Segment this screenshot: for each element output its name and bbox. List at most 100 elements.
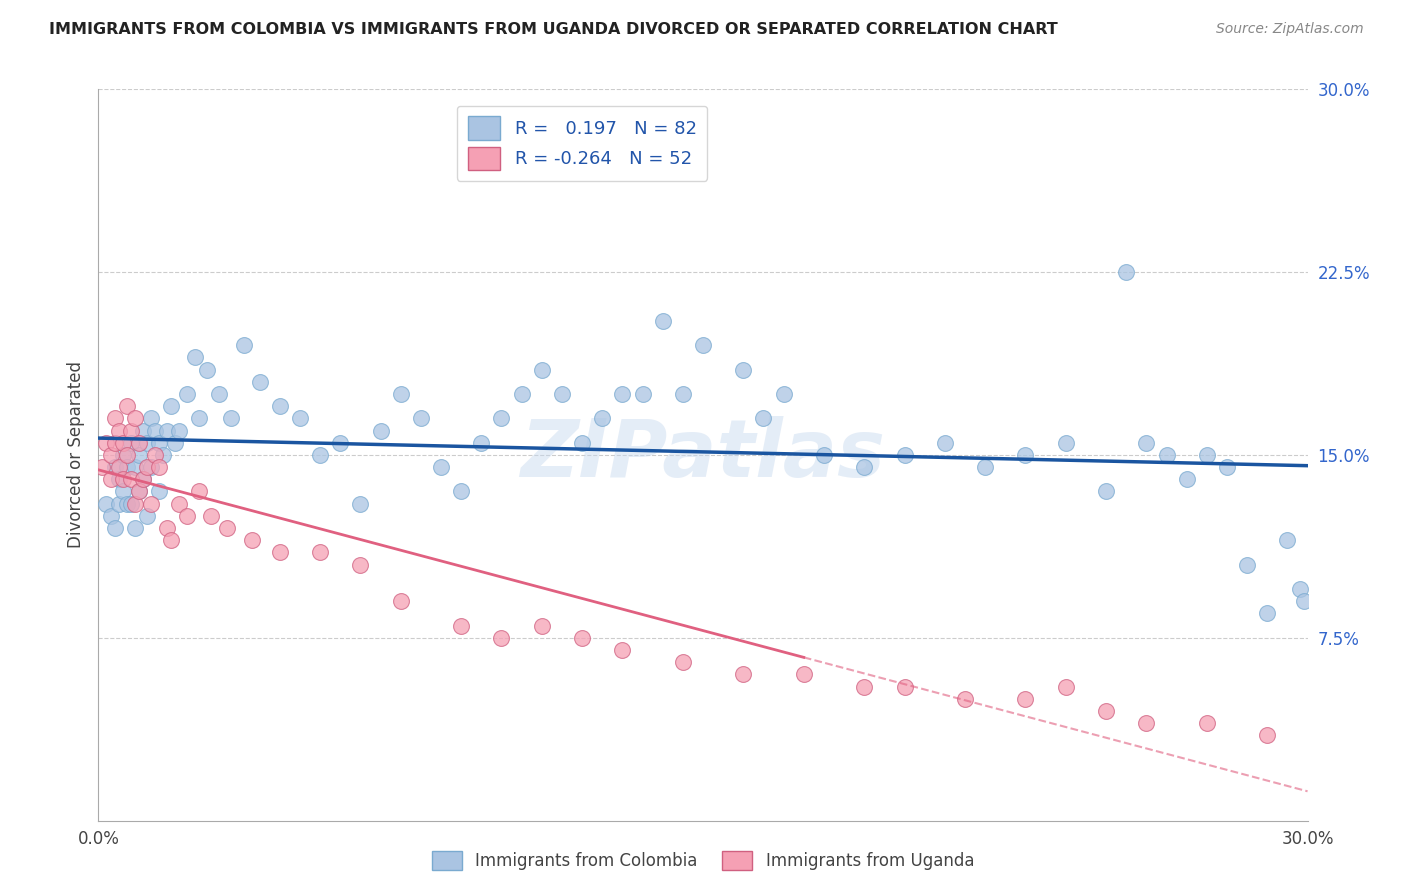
Y-axis label: Divorced or Separated: Divorced or Separated — [66, 361, 84, 549]
Point — [430, 460, 453, 475]
Point — [1115, 265, 1137, 279]
Point — [103, 460, 125, 475]
Point — [115, 460, 138, 475]
Point — [100, 472, 122, 486]
Point — [733, 667, 755, 681]
Point — [349, 497, 371, 511]
Point — [813, 448, 835, 462]
Point — [491, 631, 513, 645]
Point — [167, 497, 190, 511]
Point — [450, 618, 472, 632]
Point — [672, 655, 695, 669]
Point — [115, 399, 138, 413]
Point — [139, 497, 162, 511]
Legend: R =   0.197   N = 82, R = -0.264   N = 52: R = 0.197 N = 82, R = -0.264 N = 52 — [457, 105, 707, 181]
Point — [184, 351, 207, 365]
Point — [111, 448, 134, 462]
Point — [176, 508, 198, 523]
Point — [1054, 435, 1077, 450]
Text: ZIPatlas: ZIPatlas — [520, 416, 886, 494]
Point — [120, 424, 142, 438]
Point — [115, 448, 138, 462]
Point — [139, 411, 162, 425]
Point — [124, 460, 146, 475]
Point — [510, 387, 533, 401]
Point — [91, 460, 114, 475]
Text: IMMIGRANTS FROM COLOMBIA VS IMMIGRANTS FROM UGANDA DIVORCED OR SEPARATED CORRELA: IMMIGRANTS FROM COLOMBIA VS IMMIGRANTS F… — [49, 22, 1057, 37]
Point — [309, 545, 332, 559]
Point — [107, 497, 129, 511]
Point — [450, 484, 472, 499]
Point — [389, 387, 412, 401]
Point — [221, 411, 243, 425]
Point — [1195, 448, 1218, 462]
Point — [139, 460, 162, 475]
Point — [103, 521, 125, 535]
Point — [893, 680, 915, 694]
Point — [612, 387, 634, 401]
Point — [772, 387, 794, 401]
Point — [934, 435, 956, 450]
Point — [120, 497, 142, 511]
Point — [195, 362, 218, 376]
Point — [148, 484, 170, 499]
Point — [269, 545, 291, 559]
Point — [1277, 533, 1299, 548]
Point — [370, 424, 392, 438]
Point — [96, 497, 118, 511]
Point — [135, 460, 157, 475]
Point — [103, 411, 125, 425]
Point — [152, 448, 174, 462]
Point — [1256, 728, 1278, 742]
Point — [1095, 704, 1118, 718]
Point — [124, 411, 146, 425]
Point — [692, 338, 714, 352]
Point — [591, 411, 613, 425]
Point — [953, 691, 976, 706]
Point — [107, 472, 129, 486]
Point — [124, 521, 146, 535]
Point — [128, 484, 150, 499]
Point — [111, 484, 134, 499]
Point — [288, 411, 311, 425]
Point — [124, 497, 146, 511]
Point — [893, 448, 915, 462]
Point — [349, 558, 371, 572]
Point — [530, 362, 553, 376]
Point — [120, 435, 142, 450]
Point — [853, 680, 876, 694]
Point — [733, 362, 755, 376]
Point — [160, 399, 183, 413]
Point — [1236, 558, 1258, 572]
Point — [240, 533, 263, 548]
Point — [1156, 448, 1178, 462]
Point — [176, 387, 198, 401]
Point — [132, 472, 155, 486]
Point — [752, 411, 775, 425]
Point — [100, 508, 122, 523]
Point — [1256, 607, 1278, 621]
Point — [143, 448, 166, 462]
Point — [115, 497, 138, 511]
Point — [1095, 484, 1118, 499]
Point — [103, 435, 125, 450]
Point — [148, 435, 170, 450]
Point — [163, 435, 186, 450]
Point — [200, 508, 222, 523]
Point — [1014, 448, 1036, 462]
Point — [188, 484, 211, 499]
Point — [107, 460, 129, 475]
Point — [1216, 460, 1239, 475]
Point — [208, 387, 231, 401]
Point — [148, 460, 170, 475]
Point — [232, 338, 254, 352]
Point — [135, 508, 157, 523]
Point — [96, 435, 118, 450]
Point — [160, 533, 183, 548]
Point — [111, 472, 134, 486]
Point — [1135, 716, 1157, 731]
Point — [156, 521, 179, 535]
Legend: Immigrants from Colombia, Immigrants from Uganda: Immigrants from Colombia, Immigrants fro… — [425, 844, 981, 877]
Point — [132, 472, 155, 486]
Point — [111, 435, 134, 450]
